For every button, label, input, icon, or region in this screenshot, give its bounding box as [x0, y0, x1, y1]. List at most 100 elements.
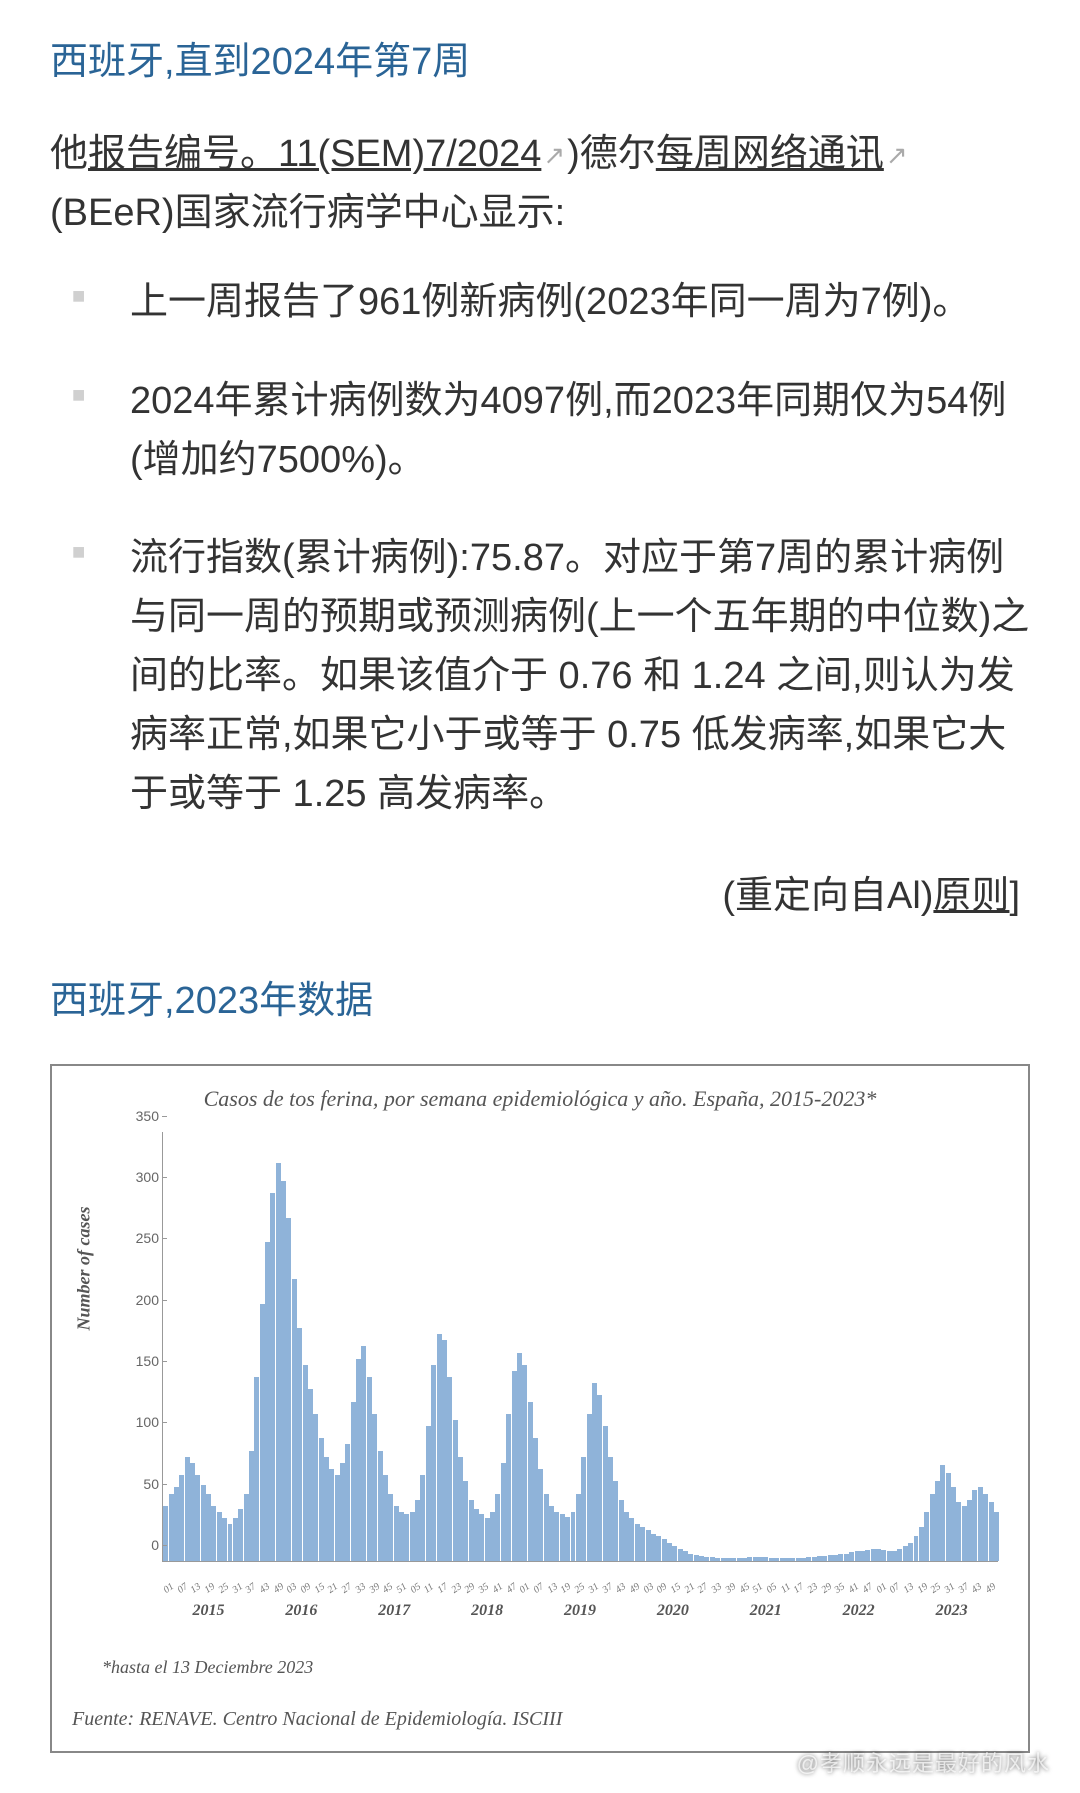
chart-bar	[335, 1475, 340, 1561]
chart-bar	[517, 1353, 522, 1561]
chart-bar	[635, 1524, 640, 1561]
chart-bar	[710, 1557, 715, 1561]
chart-bar	[431, 1365, 436, 1561]
chart-bar	[217, 1512, 222, 1561]
chart-bar	[388, 1494, 393, 1561]
chart-bar	[962, 1506, 967, 1561]
plot-area: 050100150200250300350	[162, 1132, 998, 1562]
chart-bar	[597, 1395, 602, 1560]
chart-bar	[383, 1475, 388, 1561]
chart-bar	[817, 1556, 822, 1561]
chart-bar	[340, 1463, 345, 1561]
chart-bar	[244, 1494, 249, 1561]
chart-bars	[163, 1132, 998, 1561]
chart-bar	[560, 1514, 565, 1561]
x-year: 2022	[812, 1602, 905, 1620]
redirect-link[interactable]: 原则	[933, 875, 1009, 917]
chart-bar	[522, 1365, 527, 1561]
chart-bar	[292, 1279, 297, 1561]
bullet-list: 上一周报告了961例新病例(2023年同一周为7例)。 2024年累计病例数为4…	[50, 273, 1030, 824]
chart-bar	[571, 1512, 576, 1561]
chart-bar	[490, 1512, 495, 1561]
chart-bar	[463, 1481, 468, 1561]
chart-bar	[297, 1328, 302, 1561]
chart-bar	[361, 1346, 366, 1561]
chart-bar	[629, 1518, 634, 1561]
chart-bar	[367, 1377, 372, 1561]
chart-bar	[512, 1371, 517, 1561]
chart-bar	[185, 1457, 190, 1561]
chart-bar	[195, 1475, 200, 1561]
chart-container: Casos de tos ferina, por semana epidemio…	[50, 1064, 1030, 1753]
report-link[interactable]: 报告编号。11(SEM)7/2024	[88, 133, 541, 175]
chart-bar	[474, 1509, 479, 1560]
x-year: 2023	[905, 1602, 998, 1620]
chart-bar	[989, 1502, 994, 1561]
chart-bar	[538, 1469, 543, 1561]
chart-bar	[619, 1500, 624, 1561]
chart-bar	[828, 1555, 833, 1561]
chart-bar	[281, 1181, 286, 1561]
chart-bar	[924, 1512, 929, 1561]
chart-bar	[276, 1163, 281, 1561]
chart-bar	[935, 1481, 940, 1561]
chart-bar	[763, 1557, 768, 1561]
x-year-labels: 201520162017201820192020202120222023	[162, 1602, 998, 1620]
redirect-note: (重定向自Al)原则]	[50, 864, 1030, 919]
chart-bar	[581, 1457, 586, 1561]
chart-bar	[319, 1438, 324, 1561]
chart-plot: Number of cases 050100150200250300350 01…	[132, 1132, 998, 1632]
chart-bar	[222, 1518, 227, 1561]
chart-bar	[624, 1512, 629, 1561]
chart-bar	[399, 1512, 404, 1561]
chart-bar	[394, 1506, 399, 1561]
y-tick: 200	[123, 1292, 159, 1308]
chart-title: Casos de tos ferina, por semana epidemio…	[72, 1086, 1008, 1112]
chart-bar	[844, 1554, 849, 1561]
chart-source: Fuente: RENAVE. Centro Nacional de Epide…	[72, 1708, 1008, 1731]
external-link-icon: ↗	[543, 135, 565, 175]
chart-bar	[774, 1558, 779, 1560]
chart-bar	[914, 1536, 919, 1561]
chart-bar	[940, 1465, 945, 1561]
chart-bar	[704, 1557, 709, 1561]
chart-bar	[780, 1558, 785, 1560]
chart-note: *hasta el 13 Deciembre 2023	[102, 1657, 1008, 1678]
chart-bar	[233, 1518, 238, 1561]
chart-bar	[812, 1557, 817, 1561]
chart-bar	[378, 1451, 383, 1561]
chart-bar	[479, 1514, 484, 1561]
chart-bar	[833, 1555, 838, 1561]
chart-bar	[956, 1502, 961, 1561]
chart-bar	[908, 1543, 913, 1561]
text-suffix: (BEeR)国家流行病学中心显示:	[50, 192, 565, 234]
chart-bar	[437, 1334, 442, 1561]
chart-bar	[228, 1524, 233, 1561]
chart-bar	[453, 1420, 458, 1561]
chart-bar	[447, 1377, 452, 1561]
chart-bar	[715, 1558, 720, 1560]
chart-bar	[528, 1402, 533, 1561]
chart-bar	[769, 1558, 774, 1560]
newsletter-link[interactable]: 每周网络通讯	[656, 133, 884, 175]
y-axis-label: Number of cases	[74, 1206, 95, 1330]
chart-bar	[270, 1193, 275, 1561]
chart-bar	[206, 1494, 211, 1561]
chart-bar	[372, 1414, 377, 1561]
y-tick: 50	[123, 1476, 159, 1492]
chart-bar	[662, 1539, 667, 1561]
chart-bar	[313, 1414, 318, 1561]
chart-bar	[726, 1558, 731, 1560]
chart-bar	[721, 1558, 726, 1560]
y-tick: 300	[123, 1169, 159, 1185]
chart-bar	[972, 1490, 977, 1561]
y-tick: 150	[123, 1353, 159, 1369]
chart-bar	[796, 1558, 801, 1560]
chart-bar	[892, 1551, 897, 1561]
chart-bar	[855, 1551, 860, 1561]
chart-bar	[410, 1512, 415, 1561]
chart-bar	[608, 1457, 613, 1561]
chart-bar	[806, 1557, 811, 1561]
watermark: @孝顺永远是最好的风水	[797, 1746, 1050, 1778]
chart-bar	[865, 1550, 870, 1561]
